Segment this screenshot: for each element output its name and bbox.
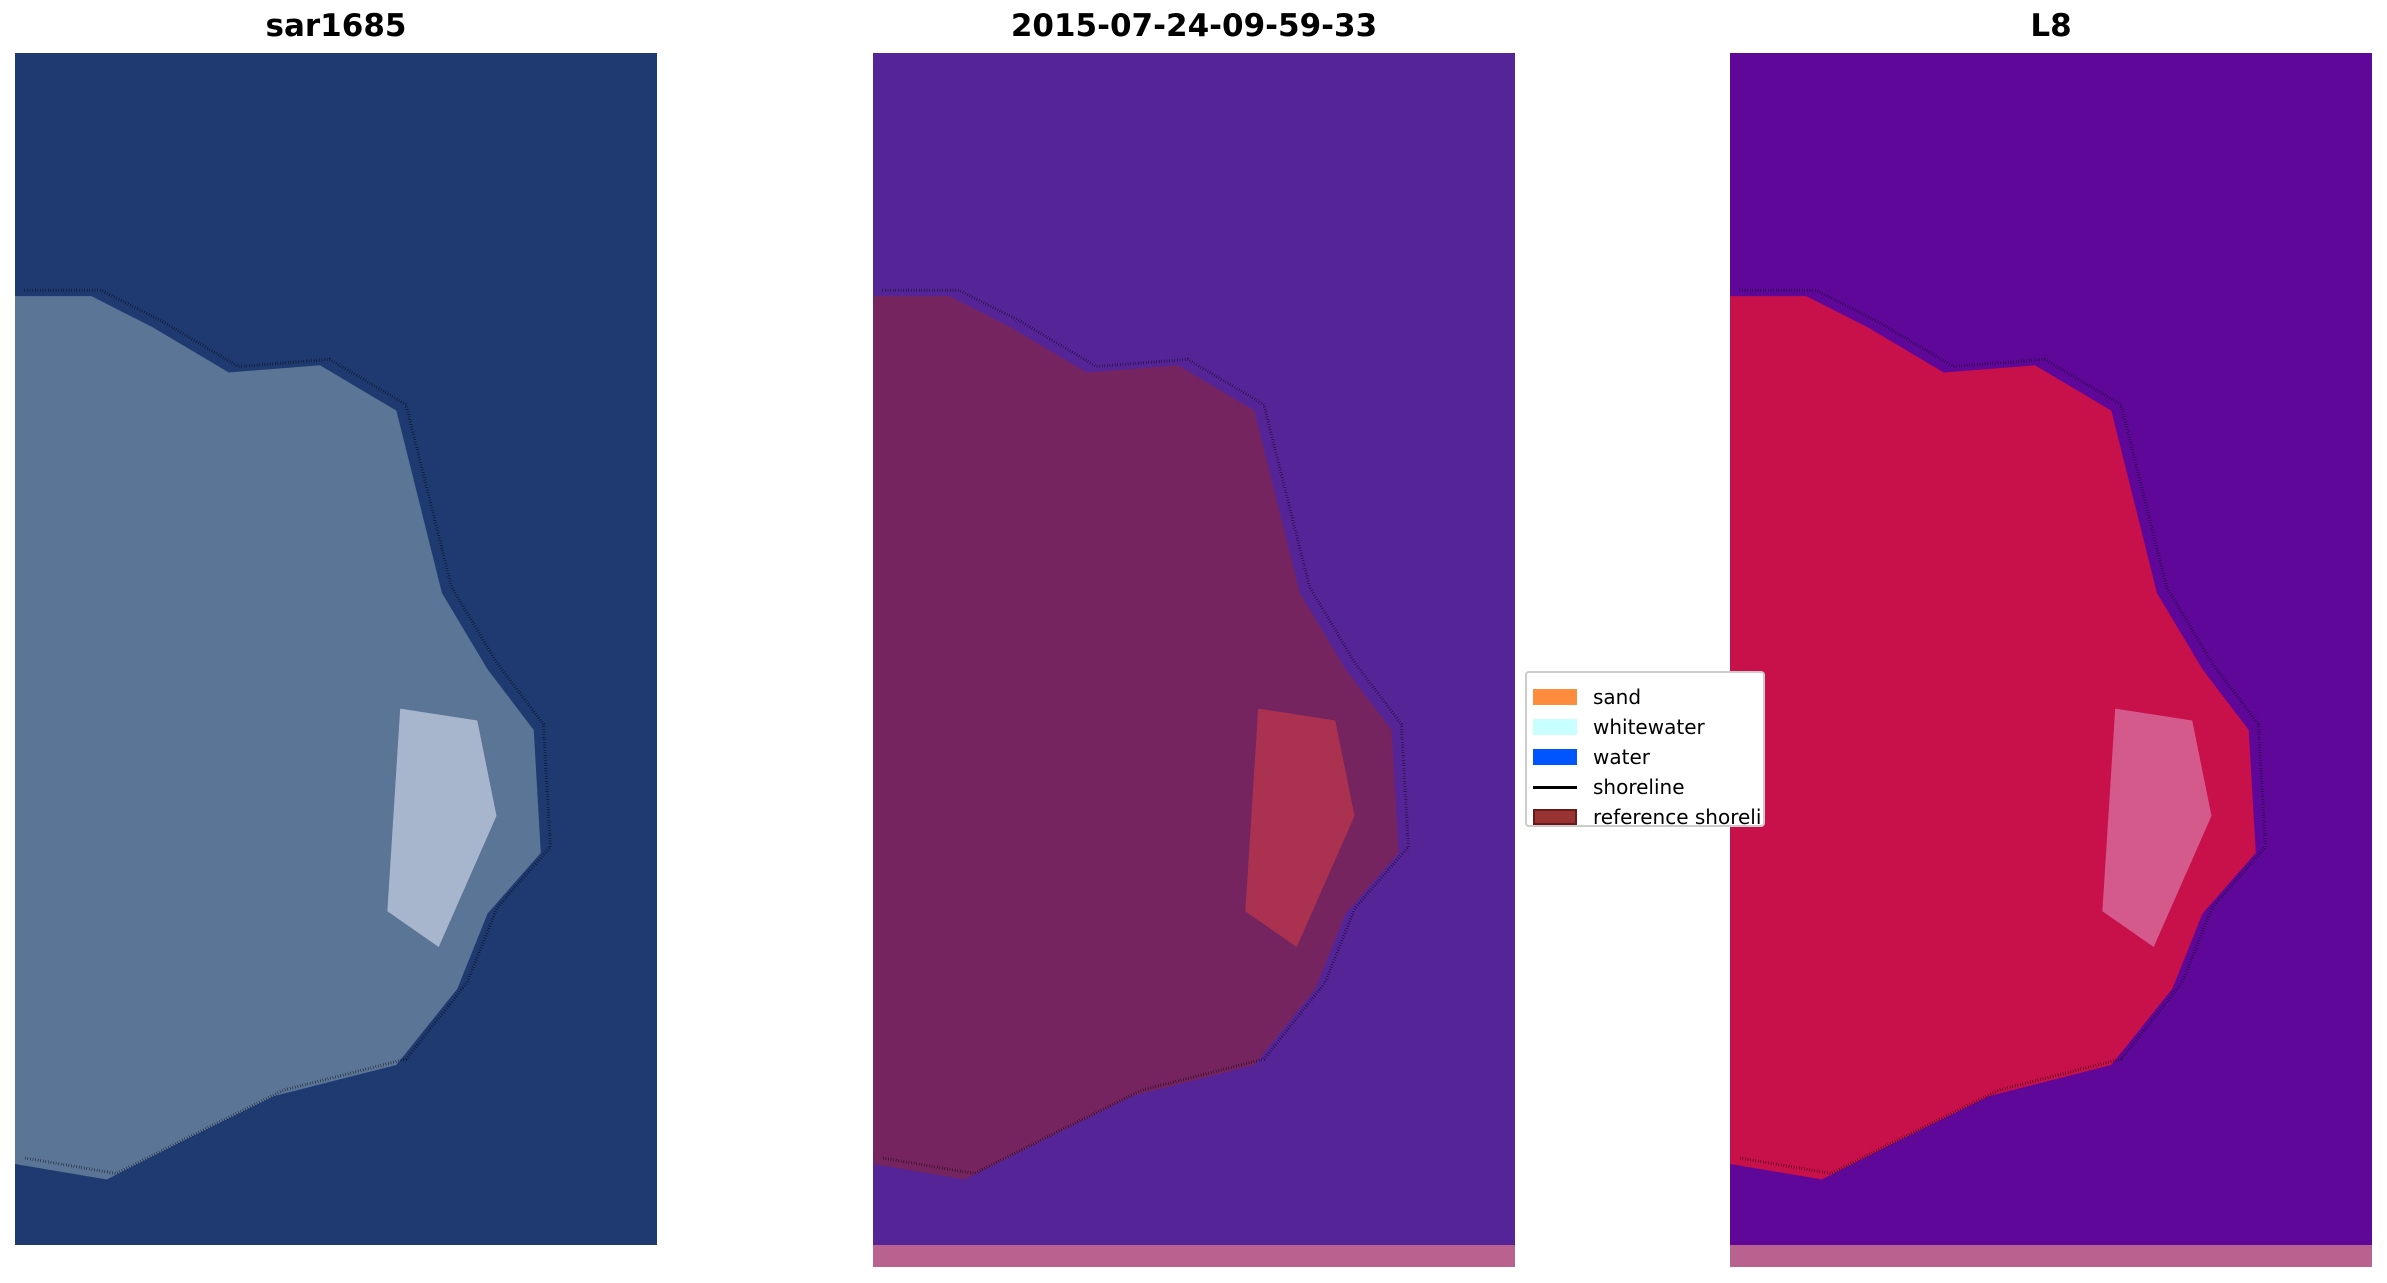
legend-item-water: water xyxy=(1533,745,1650,769)
land-overlay xyxy=(873,53,1515,1245)
legend-label: water xyxy=(1593,745,1650,769)
sand-swatch xyxy=(1533,689,1577,705)
land-region xyxy=(1730,296,2256,1180)
legend-label: shoreline xyxy=(1593,775,1685,799)
shoreline-dots xyxy=(1740,290,2266,1173)
reference-shoreline-swatch xyxy=(1533,809,1577,825)
legend-item-sand: sand xyxy=(1533,685,1641,709)
water-swatch xyxy=(1533,749,1577,765)
land-overlay xyxy=(1730,53,2372,1245)
image-bottom-strip xyxy=(873,1245,1515,1267)
land-region xyxy=(15,296,541,1180)
shoreline-dots xyxy=(25,290,551,1173)
shoreline-line-swatch xyxy=(1533,785,1577,789)
legend-item-reference-shoreline: reference shoreline xyxy=(1533,805,1763,827)
legend-item-whitewater: whitewater xyxy=(1533,715,1705,739)
panel-title-l8: L8 xyxy=(2030,8,2072,44)
bright-region xyxy=(1245,708,1355,947)
panel-title-date: 2015-07-24-09-59-33 xyxy=(1010,8,1378,44)
bright-region xyxy=(2102,708,2212,947)
image-bottom-strip xyxy=(1730,1245,2372,1267)
legend-item-shoreline: shoreline xyxy=(1533,775,1685,799)
bright-region xyxy=(387,708,497,947)
whitewater-swatch xyxy=(1533,719,1577,735)
image-panel-l8 xyxy=(1730,53,2372,1245)
land-overlay xyxy=(15,53,657,1245)
legend-label: whitewater xyxy=(1593,715,1705,739)
legend-label: sand xyxy=(1593,685,1642,709)
shoreline-dots xyxy=(883,290,1409,1173)
legend-label: reference shoreline xyxy=(1593,805,1763,827)
image-panel-classified xyxy=(873,53,1515,1245)
legend: sand whitewater water shoreline referenc… xyxy=(1525,671,1765,827)
panel-title-sar: sar1685 xyxy=(265,8,407,44)
image-panel-sar xyxy=(15,53,657,1245)
land-region xyxy=(873,296,1399,1180)
